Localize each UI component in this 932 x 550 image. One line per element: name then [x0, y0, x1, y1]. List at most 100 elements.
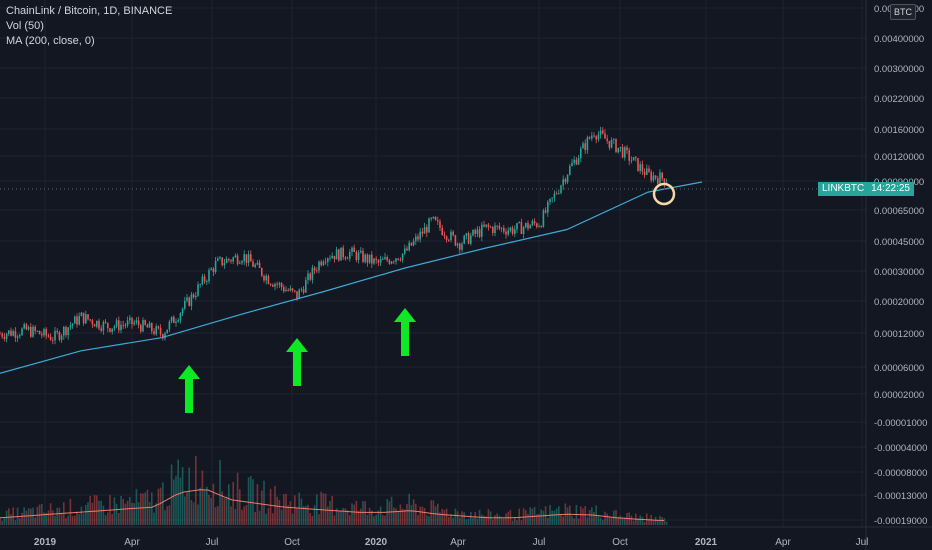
volume-bar — [245, 505, 248, 525]
y-tick-label: -0.00008000 — [874, 468, 927, 479]
volume-bar — [542, 510, 545, 525]
volume-bar — [14, 520, 17, 525]
volume-bar — [87, 502, 89, 525]
x-tick-label: Jul — [856, 537, 869, 548]
volume-bar — [3, 517, 6, 525]
volume-bar — [221, 491, 223, 525]
candle-body — [12, 331, 14, 336]
green-up-arrow — [394, 308, 416, 356]
candle-body — [558, 192, 560, 194]
volume-bar — [580, 506, 582, 525]
candle-body — [109, 328, 111, 332]
y-tick-label: 0.00400000 — [874, 34, 924, 45]
candle-body — [162, 334, 164, 339]
volume-bar — [256, 484, 259, 525]
candle-body — [250, 254, 252, 262]
candle-body — [505, 231, 507, 235]
volume-bar — [608, 517, 611, 525]
volume-bar — [342, 507, 344, 525]
volume-bar — [47, 510, 50, 525]
volume-bar — [371, 510, 373, 525]
candle-body — [522, 227, 525, 234]
volume-bar — [78, 514, 80, 525]
volume-bar — [113, 497, 116, 525]
candle-body — [661, 172, 663, 179]
candle-body — [85, 314, 87, 324]
volume-bar — [168, 505, 171, 525]
volume-bar — [52, 510, 54, 525]
volume-bar — [624, 517, 626, 525]
candle-body — [166, 329, 168, 334]
candle-body — [410, 242, 413, 246]
volume-bar — [159, 487, 162, 525]
candle-body — [382, 259, 384, 261]
y-tick-label: -0.00019000 — [874, 516, 927, 527]
volume-bar — [166, 506, 168, 525]
candle-body — [217, 258, 219, 261]
candle-body — [419, 231, 421, 240]
legend-ma[interactable]: MA (200, close, 0) — [6, 35, 95, 47]
volume-bar — [560, 514, 562, 525]
volume-bar — [630, 515, 633, 525]
legend-symbol[interactable]: ChainLink / Bitcoin, 1D, BINANCE — [6, 5, 173, 17]
candle-body — [102, 321, 105, 331]
volume-bar — [54, 515, 56, 525]
candle-body — [272, 284, 274, 287]
volume-bar — [399, 504, 402, 525]
volume-bar — [170, 464, 173, 525]
candle-body — [111, 328, 113, 332]
candle-body — [30, 326, 32, 337]
candle-body — [648, 168, 650, 172]
volume-bar — [401, 508, 404, 525]
candle-body — [10, 330, 12, 336]
volume-bar — [384, 515, 386, 525]
volume-bar — [173, 479, 175, 525]
volume-bar — [503, 518, 505, 525]
currency-badge[interactable]: BTC — [890, 4, 916, 20]
volume-bar — [21, 512, 23, 525]
legend-volume[interactable]: Vol (50) — [6, 20, 44, 32]
candle-body — [27, 326, 30, 330]
candle-body — [144, 320, 146, 325]
candle-body — [463, 235, 465, 244]
volume-bar — [118, 513, 120, 525]
volume-bar — [289, 501, 292, 525]
candle-body — [335, 249, 338, 260]
volume-bar — [652, 520, 655, 525]
volume-bar — [492, 519, 494, 525]
candle-body — [489, 226, 492, 228]
volume-bar — [278, 499, 281, 525]
candle-body — [553, 193, 556, 198]
candle-body — [276, 283, 278, 285]
candle-body — [87, 314, 89, 320]
candle-body — [181, 308, 184, 314]
candle-body — [96, 320, 98, 327]
candle-body — [8, 330, 10, 334]
volume-bar — [498, 515, 501, 525]
candle-body — [533, 221, 536, 224]
candle-body — [393, 261, 395, 263]
candle-body — [445, 236, 448, 240]
candle-body — [641, 164, 644, 172]
volume-bar — [190, 500, 193, 525]
volume-bar — [181, 467, 184, 525]
volume-bar — [296, 508, 298, 525]
volume-bar — [481, 514, 483, 525]
volume-bar — [232, 481, 234, 525]
volume-bar — [234, 509, 237, 525]
volume-bar — [415, 503, 417, 525]
candle-body — [621, 146, 624, 158]
candle-body — [610, 139, 613, 148]
candle-body — [516, 223, 518, 230]
candle-body — [364, 254, 366, 262]
candle-body — [261, 268, 263, 276]
candle-body — [542, 210, 545, 227]
candle-body — [406, 248, 408, 251]
volume-bar — [236, 472, 239, 525]
volume-bar — [412, 499, 415, 525]
candle-body — [223, 263, 226, 266]
candle-body — [21, 328, 23, 336]
candle-body — [1, 333, 3, 337]
